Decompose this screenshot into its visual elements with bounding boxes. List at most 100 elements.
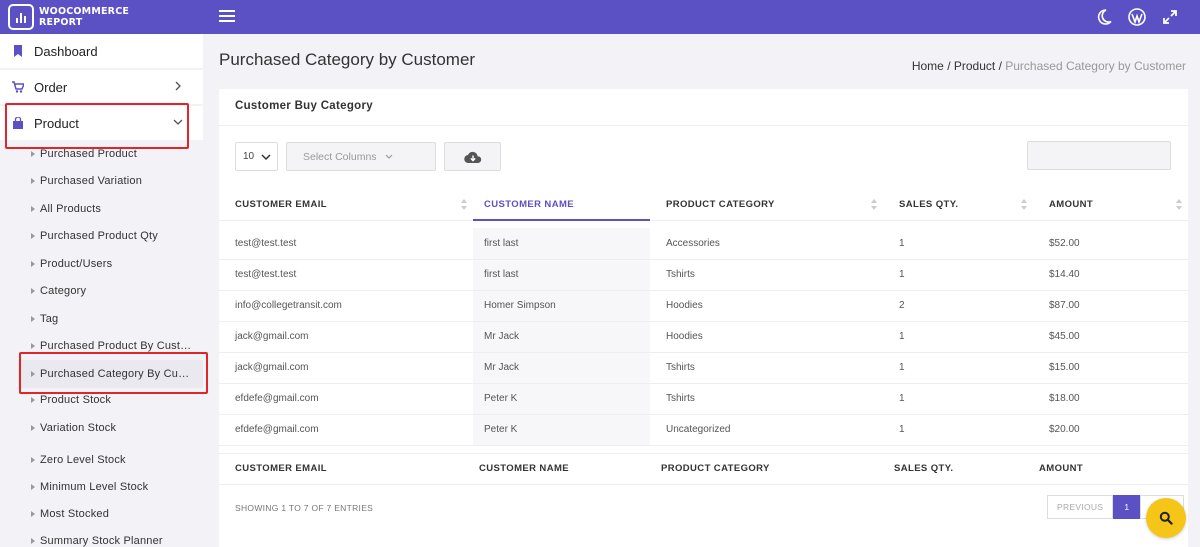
logo-line-1: WOOCOMMERCE [39, 6, 130, 17]
chevron-down-icon [173, 119, 183, 125]
sidebar-item-product[interactable]: Product [0, 106, 203, 140]
menu-icon[interactable] [219, 10, 235, 22]
cell-amount: $52.00 [1033, 228, 1188, 260]
sidebar-subitem[interactable]: Category [0, 279, 203, 303]
table-row: efdefe@gmail.com Peter K Uncategorized 1 $20… [219, 414, 1188, 446]
data-table: CUSTOMER EMAIL CUSTOMER NAME PRODUCT CAT… [219, 189, 1188, 485]
page-title: Purchased Category by Customer [219, 50, 476, 69]
card-header: Customer Buy Category [219, 89, 1188, 126]
caret-right-icon [31, 233, 35, 239]
sort-icon [871, 199, 877, 210]
sort-icon [1021, 199, 1027, 210]
sort-icon [1176, 199, 1182, 210]
cell-name: Peter K [473, 414, 650, 446]
table-row: jack@gmail.com Mr Jack Hoodies 1 $45.00 [219, 321, 1188, 353]
table-row: efdefe@gmail.com Peter K Tshirts 1 $18.00 [219, 383, 1188, 415]
caret-right-icon [31, 261, 35, 267]
sidebar-subitem[interactable]: Zero Level Stock [0, 448, 203, 472]
pagination-page-1[interactable]: 1 [1113, 495, 1141, 519]
sidebar-subitem[interactable]: Minimum Level Stock [0, 475, 203, 499]
table-info: SHOWING 1 TO 7 OF 7 ENTRIES [235, 503, 374, 513]
caret-right-icon [31, 151, 35, 157]
column-header-amount[interactable]: AMOUNT [1033, 189, 1188, 221]
sidebar-subitem[interactable]: Variation Stock [0, 416, 203, 440]
column-header-customer-name[interactable]: CUSTOMER NAME [473, 189, 650, 221]
sidebar-item-label: Dashboard [34, 43, 98, 59]
card-title: Customer Buy Category [235, 100, 373, 112]
cell-amount: $14.40 [1033, 259, 1188, 291]
sidebar-subitem[interactable]: Most Stocked [0, 502, 203, 526]
search-fab-button[interactable] [1146, 498, 1186, 538]
sidebar-subitem[interactable]: Purchased Product [0, 142, 203, 166]
sidebar-subitem[interactable]: Purchased Product By Customer [0, 334, 203, 358]
sidebar-subitem[interactable]: Purchased Variation [0, 169, 203, 193]
page-length-select[interactable]: 10 [235, 142, 278, 171]
sidebar-subitem[interactable]: Tag [0, 307, 203, 331]
caret-right-icon [31, 484, 35, 490]
cell-category: Hoodies [650, 290, 883, 322]
cell-name: Peter K [473, 383, 650, 415]
cell-qty: 1 [883, 228, 1033, 260]
pagination-previous[interactable]: PREVIOUS [1047, 495, 1114, 519]
footer-customer-name: CUSTOMER NAME [473, 453, 650, 485]
sidebar-subitem[interactable]: Product Stock [0, 388, 203, 412]
cell-name: Mr Jack [473, 321, 650, 353]
sort-icon [461, 199, 467, 210]
column-header-product-category[interactable]: PRODUCT CATEGORY [650, 189, 883, 221]
cell-category: Tshirts [650, 383, 883, 415]
caret-right-icon [31, 397, 35, 403]
caret-right-icon [31, 371, 35, 377]
select-columns-dropdown[interactable]: Select Columns [286, 142, 436, 171]
sidebar: Dashboard Order Product Purchased Produc… [0, 34, 203, 547]
cell-name: Homer Simpson [473, 290, 650, 322]
sidebar-item-dashboard[interactable]: Dashboard [0, 34, 203, 68]
cell-name: first last [473, 228, 650, 260]
footer-amount: AMOUNT [1033, 453, 1188, 485]
cell-category: Accessories [650, 228, 883, 260]
sidebar-subitem[interactable]: Purchased Product Qty [0, 224, 203, 248]
cell-amount: $18.00 [1033, 383, 1188, 415]
caret-right-icon [31, 206, 35, 212]
column-header-sales-qty[interactable]: SALES QTY. [883, 189, 1033, 221]
download-button[interactable] [444, 142, 501, 171]
breadcrumb-current: Purchased Category by Customer [1005, 59, 1186, 73]
wordpress-icon[interactable] [1127, 7, 1147, 27]
pagination: PREVIOUS 1 NEXT [1047, 495, 1185, 519]
cell-email: jack@gmail.com [219, 321, 473, 353]
caret-right-icon [31, 457, 35, 463]
table-footer-row: CUSTOMER EMAIL CUSTOMER NAME PRODUCT CAT… [219, 453, 1188, 485]
breadcrumb-home[interactable]: Home [911, 59, 944, 73]
table-row: test@test.test first last Accessories 1 $52.… [219, 228, 1188, 260]
column-header-customer-email[interactable]: CUSTOMER EMAIL [219, 189, 473, 221]
caret-right-icon [31, 511, 35, 517]
caret-right-icon [31, 343, 35, 349]
sidebar-subitem[interactable]: Product/Users [0, 252, 203, 276]
sidebar-item-order[interactable]: Order [0, 70, 203, 104]
moon-icon[interactable] [1094, 7, 1114, 27]
cell-qty: 1 [883, 383, 1033, 415]
table-header-row: CUSTOMER EMAIL CUSTOMER NAME PRODUCT CAT… [219, 189, 1188, 221]
sidebar-subitem[interactable]: Summary Stock Planner [0, 529, 203, 547]
cell-category: Tshirts [650, 259, 883, 291]
cell-category: Tshirts [650, 352, 883, 384]
sidebar-item-label: Product [34, 115, 79, 131]
cell-email: jack@gmail.com [219, 352, 473, 384]
search-input[interactable] [1027, 141, 1171, 170]
table-row: test@test.test first last Tshirts 1 $14.40 [219, 259, 1188, 291]
caret-right-icon [31, 288, 35, 294]
breadcrumb-product[interactable]: Product [953, 59, 996, 73]
cell-email: efdefe@gmail.com [219, 383, 473, 415]
cell-name: first last [473, 259, 650, 291]
cell-amount: $15.00 [1033, 352, 1188, 384]
sidebar-subitem[interactable]: All Products [0, 197, 203, 221]
app-logo[interactable]: WOOCOMMERCE REPORT [0, 0, 203, 34]
logo-line-2: REPORT [39, 17, 83, 28]
footer-product-category: PRODUCT CATEGORY [650, 453, 883, 485]
sidebar-subitem-active[interactable]: Purchased Category By Customer [18, 360, 203, 388]
table-row: jack@gmail.com Mr Jack Tshirts 1 $15.00 [219, 352, 1188, 384]
caret-right-icon [31, 425, 35, 431]
expand-icon[interactable] [1160, 7, 1180, 27]
bookmark-icon [14, 45, 22, 57]
cart-icon [12, 81, 24, 93]
cell-name: Mr Jack [473, 352, 650, 384]
